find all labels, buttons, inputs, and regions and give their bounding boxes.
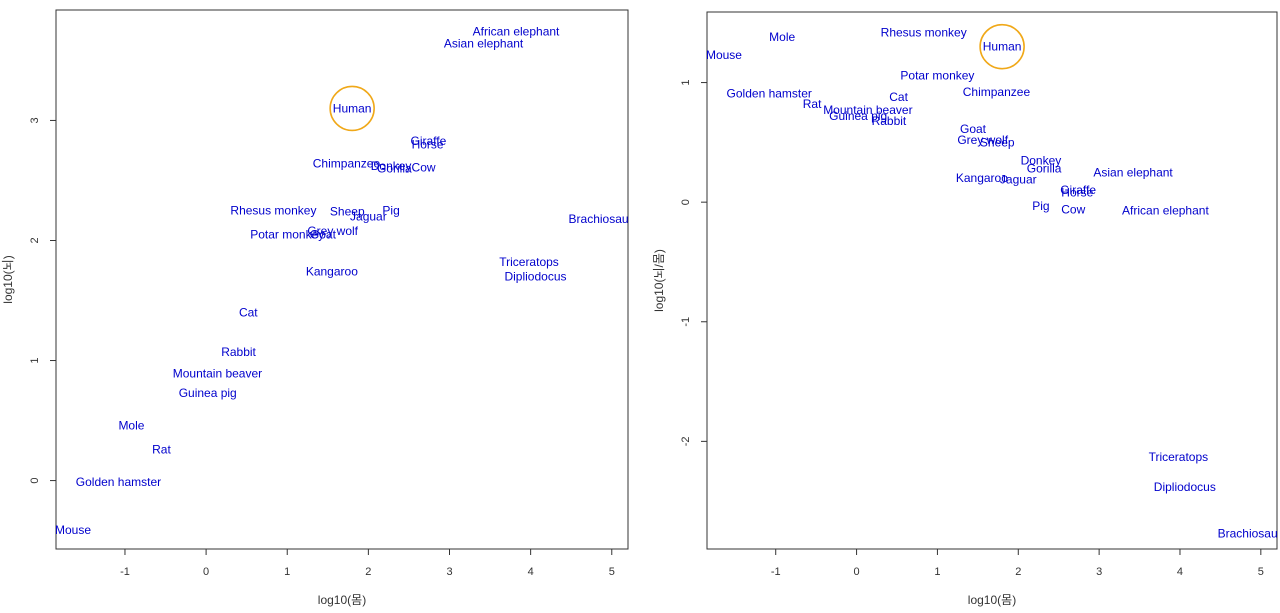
point-label-guinea-pig: Guinea pig [179, 386, 237, 400]
point-label-grey-wolf: Grey wolf [957, 133, 1008, 147]
x-tick-label: 2 [1015, 566, 1021, 578]
y-tick-label: -2 [680, 436, 692, 446]
point-label-giraffe: Giraffe [411, 134, 447, 148]
point-label-potar-monkey: Potar monkey [900, 68, 974, 82]
x-tick-label: 5 [609, 566, 615, 578]
point-label-triceratops: Triceratops [1149, 450, 1209, 464]
point-label-grey-wolf: Grey wolf [307, 224, 358, 238]
point-label-pig: Pig [382, 203, 399, 217]
x-tick-label: 0 [203, 566, 209, 578]
x-tick-label: 4 [1177, 566, 1183, 578]
highlight-circle [979, 23, 1025, 70]
plot-frame [55, 9, 629, 550]
point-label-mountain-beaver: Mountain beaver [173, 367, 262, 381]
point-label-donkey: Donkey [1021, 153, 1062, 167]
point-label-mole: Mole [118, 418, 144, 432]
x-tick-label: 3 [446, 566, 452, 578]
point-label-potar-monkey: Potar monkey [250, 227, 324, 241]
point-label-african-elephant: African elephant [473, 25, 560, 39]
point-label-human: Human [333, 101, 372, 115]
point-label-african-elephant: African elephant [1122, 204, 1209, 218]
y-tick-label: 2 [29, 237, 41, 243]
point-label-cat: Cat [239, 306, 258, 320]
point-label-chimpanzee: Chimpanzee [963, 85, 1031, 99]
point-label-horse: Horse [412, 137, 444, 151]
point-label-golden-hamster: Golden hamster [76, 475, 161, 489]
point-label-jaguar: Jaguar [1000, 172, 1037, 186]
point-label-giraffe: Giraffe [1060, 183, 1096, 197]
point-label-donkey: Donkey [371, 159, 412, 173]
point-label-kangaroo: Kangaroo [306, 265, 358, 279]
point-label-pig: Pig [1032, 199, 1049, 213]
point-label-mouse: Mouse [706, 48, 742, 62]
chart-panel-1: -1 0 1 2 3 4 5 0 1 2 3 log10(몸) log10(뇌) African elep… [1, 9, 646, 607]
point-label-brachiosaurus: Brachiosaurus [569, 212, 646, 226]
point-label-rabbit: Rabbit [221, 345, 256, 359]
y-tick-label: -1 [680, 317, 692, 327]
point-label-cat: Cat [889, 90, 908, 104]
point-label-triceratops: Triceratops [499, 255, 559, 269]
y-axis-label: log10(뇌/몸) [652, 249, 666, 312]
x-tick-label: -1 [120, 566, 130, 578]
highlight-circle [329, 85, 375, 132]
point-label-gorilla: Gorilla [1027, 162, 1062, 176]
chart-panel-2: -1 0 1 2 3 4 5 -2 -1 0 1 log10(몸) log10(뇌/몸) Mole Rhes… [652, 11, 1280, 607]
point-label-dipliodocus: Dipliodocus [504, 269, 566, 283]
point-label-mole: Mole [769, 30, 795, 44]
point-label-guinea-pig: Guinea pig [829, 109, 887, 123]
plot-frame [706, 11, 1278, 550]
x-tick-label: 2 [365, 566, 371, 578]
point-label-mouse: Mouse [55, 523, 91, 537]
point-label-goat: Goat [310, 227, 337, 241]
y-tick-label: 1 [680, 80, 692, 86]
point-label-chimpanzee: Chimpanzee [313, 157, 381, 171]
y-tick-label: 3 [29, 117, 41, 123]
point-label-rabbit: Rabbit [872, 114, 907, 128]
x-axis-label: log10(몸) [318, 593, 366, 607]
x-tick-label: 5 [1258, 566, 1264, 578]
x-tick-label: 3 [1096, 566, 1102, 578]
x-tick-label: -1 [771, 566, 781, 578]
x-tick-label: 4 [528, 566, 534, 578]
x-tick-label: 0 [854, 566, 860, 578]
point-label-asian-elephant: Asian elephant [444, 37, 524, 51]
point-label-sheep: Sheep [330, 205, 365, 219]
point-label-sheep: Sheep [980, 135, 1015, 149]
point-label-gorilla: Gorilla [377, 161, 412, 175]
point-label-rhesus-monkey: Rhesus monkey [230, 203, 316, 217]
x-axis-label: log10(몸) [968, 593, 1016, 607]
point-label-mountain-beaver: Mountain beaver [823, 103, 912, 117]
point-label-rhesus-monkey: Rhesus monkey [881, 25, 967, 39]
point-label-kangaroo: Kangaroo [956, 171, 1008, 185]
y-tick-label: 1 [29, 357, 41, 363]
x-tick-label: 1 [284, 566, 290, 578]
point-label-rat: Rat [152, 442, 171, 456]
point-label-cow: Cow [1061, 202, 1085, 216]
point-label-rat: Rat [803, 97, 822, 111]
y-tick-label: 0 [29, 478, 41, 484]
point-label-jaguar: Jaguar [350, 209, 387, 223]
point-label-horse: Horse [1061, 186, 1093, 200]
point-label-cow: Cow [412, 160, 436, 174]
point-label-asian-elephant: Asian elephant [1093, 165, 1173, 179]
x-tick-label: 1 [934, 566, 940, 578]
y-axis-label: log10(뇌) [1, 255, 15, 303]
point-label-brachiosaurus: Brachiosaurus [1218, 526, 1280, 540]
point-label-golden-hamster: Golden hamster [727, 86, 812, 100]
y-tick-label: 0 [680, 199, 692, 205]
point-label-dipliodocus: Dipliodocus [1154, 480, 1216, 494]
point-label-human: Human [983, 40, 1022, 54]
data-points: Mole Rhesus monkey Human Mouse Potar monkey G… [706, 23, 1280, 540]
point-label-goat: Goat [960, 122, 987, 136]
